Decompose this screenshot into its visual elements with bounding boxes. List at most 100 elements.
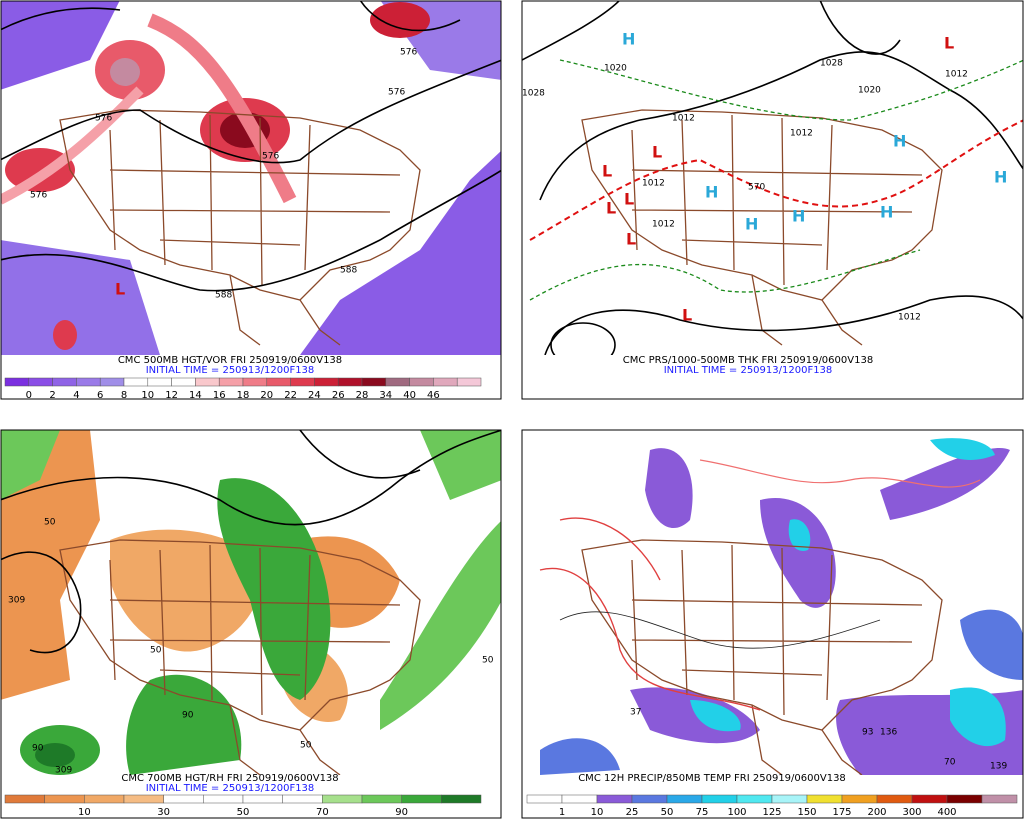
colorbar-swatch xyxy=(242,377,268,387)
map-label: 50 xyxy=(482,656,494,666)
colorbar-swatch xyxy=(195,377,220,387)
colorbar-swatch xyxy=(736,794,773,804)
map-label: 309 xyxy=(55,766,72,776)
colorbar-swatch xyxy=(99,377,125,387)
initial-time: INITIAL TIME = 250913/1200F138 xyxy=(146,365,315,376)
colorbar-label: 40 xyxy=(403,390,416,401)
colorbar-label: 34 xyxy=(379,390,392,401)
colorbar-label: 14 xyxy=(189,390,202,401)
colorbar-label: 20 xyxy=(260,390,273,401)
colorbar-swatch xyxy=(771,794,808,804)
colorbar-swatch xyxy=(981,794,1018,804)
colorbar-label: 300 xyxy=(902,807,921,818)
low-marker: L xyxy=(652,143,662,162)
colorbar-label: 100 xyxy=(727,807,746,818)
colorbar-swatch xyxy=(361,377,387,387)
map-label: 50 xyxy=(300,741,312,751)
high-marker: H xyxy=(792,207,805,226)
colorbar-swatch xyxy=(314,377,339,387)
initial-time: INITIAL TIME = 250913/1200F138 xyxy=(146,783,315,794)
colorbar-label: 22 xyxy=(284,390,297,401)
colorbar-label: 10 xyxy=(78,807,91,818)
map-label: 50 xyxy=(150,646,162,656)
map-label: 1012 xyxy=(898,313,921,323)
colorbar-swatch xyxy=(841,794,878,804)
map-label: 588 xyxy=(215,291,232,301)
colorbar-swatch xyxy=(441,794,482,804)
colorbar-swatch xyxy=(701,794,738,804)
panel-frame xyxy=(0,0,502,400)
colorbar-label: 25 xyxy=(626,807,639,818)
high-marker: H xyxy=(745,215,758,234)
colorbar-swatch xyxy=(203,794,244,804)
low-marker: L xyxy=(944,34,954,53)
colorbar-swatch xyxy=(282,794,323,804)
map-label: 1028 xyxy=(820,59,843,69)
colorbar-swatch xyxy=(84,794,125,804)
colorbar-swatch xyxy=(401,794,442,804)
low-marker: L xyxy=(602,162,612,181)
colorbar-label: 4 xyxy=(73,390,79,401)
map-label: 1012 xyxy=(652,220,675,230)
map-label: 576 xyxy=(400,48,417,58)
colorbar-swatch xyxy=(290,377,315,387)
colorbar-swatch xyxy=(266,377,291,387)
high-marker: H xyxy=(880,203,893,222)
colorbar-label: 18 xyxy=(237,390,250,401)
map-label: 136 xyxy=(880,728,897,738)
caption: CMC PRS/1000-500MB THK FRI 250919/0600V1… xyxy=(623,355,873,366)
map-label: 90 xyxy=(182,711,194,721)
map-label: 1012 xyxy=(672,114,695,124)
colorbar-label: 200 xyxy=(867,807,886,818)
panel-frame xyxy=(0,429,502,819)
map-label: 576 xyxy=(262,152,279,162)
map-500mb-vorticity: 576 576 576 576 588 588 576 L xyxy=(1,1,501,355)
map-700mb-rh: 309 50 50 50 90 90 309 50 xyxy=(1,430,501,776)
colorbar-swatch xyxy=(242,794,283,804)
colorbar-swatch xyxy=(4,377,30,387)
colorbar-label: 175 xyxy=(832,807,851,818)
map-label: 1012 xyxy=(945,70,968,80)
colorbar-swatch xyxy=(911,794,948,804)
colorbar-swatch xyxy=(4,794,45,804)
map-label: 1020 xyxy=(858,86,881,96)
colorbar-swatch xyxy=(456,377,482,387)
colorbar-label: 26 xyxy=(332,390,345,401)
map-label: 576 xyxy=(388,88,405,98)
colorbar-label: 75 xyxy=(696,807,709,818)
colorbar-swatch xyxy=(322,794,363,804)
colorbar-label: 50 xyxy=(237,807,250,818)
initial-time: INITIAL TIME = 250913/1200F138 xyxy=(664,365,833,376)
low-marker: L xyxy=(606,199,616,218)
map-label: 576 xyxy=(95,114,112,124)
colorbar-label: 70 xyxy=(316,807,329,818)
map-label: 50 xyxy=(44,518,56,528)
low-marker: L xyxy=(624,190,634,209)
colorbar-label: 6 xyxy=(97,390,103,401)
low-marker: L xyxy=(115,280,125,299)
colorbar-swatch xyxy=(561,794,598,804)
colorbar-swatch xyxy=(123,794,164,804)
map-label: 139 xyxy=(990,762,1007,772)
map-label: 588 xyxy=(340,266,357,276)
map-label: 576 xyxy=(30,191,47,201)
colorbar-label: 1 xyxy=(559,807,565,818)
colorbar-label: 28 xyxy=(356,390,369,401)
map-label: 90 xyxy=(32,744,44,754)
map-label: 309 xyxy=(8,596,25,606)
colorbar-swatch xyxy=(163,794,204,804)
colorbar-label: 150 xyxy=(797,807,816,818)
map-label: 1012 xyxy=(790,129,813,139)
caption: CMC 12H PRECIP/850MB TEMP FRI 250919/060… xyxy=(578,773,846,784)
colorbar-label: 400 xyxy=(937,807,956,818)
map-label: 570 xyxy=(748,183,765,193)
low-marker: L xyxy=(626,230,636,249)
map-label: 1020 xyxy=(604,64,627,74)
map-label: 1012 xyxy=(642,179,665,189)
colorbar-label: 16 xyxy=(213,390,226,401)
colorbar-swatch xyxy=(337,377,363,387)
colorbar-swatch xyxy=(147,377,172,387)
colorbar-swatch xyxy=(52,377,77,387)
